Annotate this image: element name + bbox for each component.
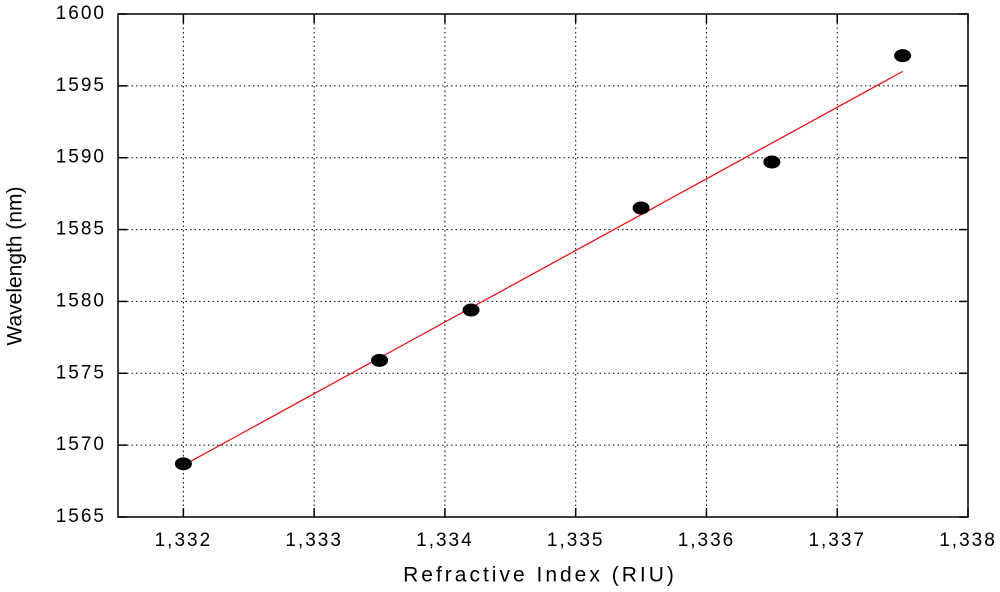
- data-point: [632, 201, 650, 215]
- plot-frame: [117, 13, 969, 518]
- y-tick-label: 1565: [56, 506, 106, 527]
- data-point: [462, 303, 480, 317]
- x-tick-label: 1,337: [808, 530, 866, 551]
- data-point: [174, 457, 192, 471]
- data-point: [371, 353, 389, 367]
- y-tick-label: 1580: [56, 290, 106, 311]
- fit-line: [183, 70, 903, 466]
- x-tick-label: 1,336: [678, 530, 736, 551]
- x-tick-label: 1,334: [416, 530, 474, 551]
- y-tick-label: 1600: [56, 3, 106, 24]
- y-axis-label: Wavelength (nm): [4, 186, 27, 345]
- x-tick-label: 1,338: [939, 530, 997, 551]
- y-tick-label: 1595: [56, 75, 106, 96]
- x-tick-label: 1,332: [155, 530, 213, 551]
- y-tick-label: 1590: [56, 147, 106, 168]
- x-tick-label: 1,335: [547, 530, 605, 551]
- y-tick-label: 1575: [56, 362, 106, 383]
- y-tick-label: 1570: [56, 434, 106, 455]
- x-axis-label: Refractive Index (RIU): [403, 564, 677, 587]
- data-point: [763, 155, 781, 169]
- data-point: [894, 49, 912, 63]
- x-tick-label: 1,333: [285, 530, 343, 551]
- y-tick-label: 1585: [56, 219, 106, 240]
